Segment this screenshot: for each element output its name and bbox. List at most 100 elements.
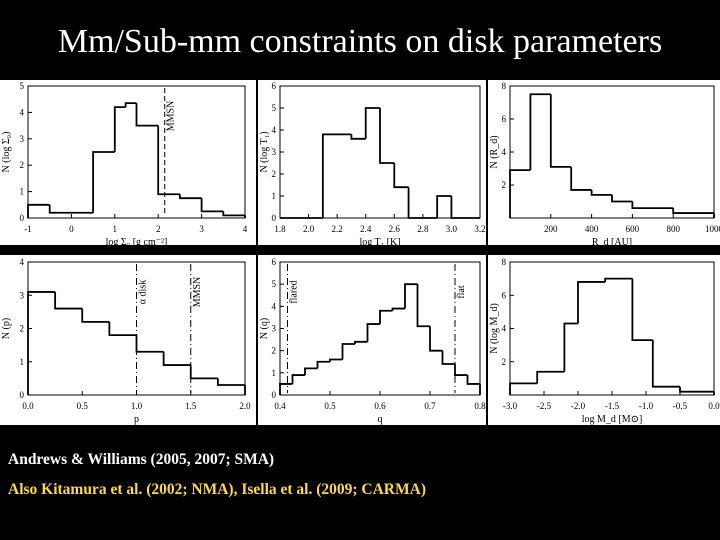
- x-tick-label: 2.6: [389, 224, 401, 234]
- x-tick-label: 0.8: [474, 401, 486, 411]
- y-tick-label: 5: [272, 279, 277, 289]
- x-tick-label: 200: [544, 224, 558, 234]
- y-axis-label: N (log Σ₀): [1, 132, 12, 173]
- histogram-bin: [135, 103, 159, 127]
- y-tick-label: 4: [272, 301, 277, 311]
- histogram-bin: [329, 358, 343, 362]
- histogram-bin: [549, 94, 572, 168]
- y-tick-label: 8: [502, 81, 507, 91]
- x-tick-label: 4: [243, 224, 248, 234]
- histogram-bin: [279, 383, 293, 395]
- histogram-bin: [404, 283, 418, 309]
- y-tick-label: 4: [272, 125, 277, 135]
- y-tick-label: 0: [272, 213, 277, 223]
- y-tick-label: 2: [272, 169, 277, 179]
- histogram-bin: [393, 163, 409, 189]
- panel-background: [0, 255, 256, 425]
- plot-frame: [27, 85, 246, 219]
- panel-background: [488, 80, 720, 245]
- chart-panel-4: 0.0 0.5 1.0 1.5 2.0 0 1 2 3 4 p N (p) α disk MMSN: [0, 255, 256, 425]
- x-tick-label: -1.5: [605, 401, 620, 411]
- histogram-bin: [157, 125, 180, 196]
- histogram-bin: [124, 102, 137, 108]
- y-tick-label: 2: [272, 346, 277, 356]
- y-tick-label: 1: [20, 187, 25, 197]
- x-tick-label: 0.6: [374, 401, 386, 411]
- x-tick-label: 2.0: [303, 224, 315, 234]
- y-tick-label: 4: [20, 257, 25, 267]
- x-tick-label: -1: [24, 224, 32, 234]
- histogram-bin: [162, 351, 191, 366]
- y-tick-label: 2: [502, 357, 507, 367]
- reference-line-label: α disk: [138, 280, 149, 304]
- x-axis-label: q: [378, 414, 383, 425]
- x-tick-label: 400: [585, 224, 599, 234]
- histogram-bin: [92, 151, 115, 213]
- histogram-bin: [509, 382, 538, 395]
- x-tick-label: 600: [626, 224, 640, 234]
- histogram-bin: [429, 326, 443, 352]
- histogram-bin: [354, 340, 368, 345]
- x-tick-label: 3.2: [474, 224, 485, 234]
- panel-background: [488, 255, 720, 425]
- histogram-bin: [436, 195, 452, 218]
- x-tick-label: 1: [113, 224, 118, 234]
- x-tick-label: 1.0: [131, 401, 143, 411]
- histogram-bin: [450, 196, 480, 219]
- x-tick-label: 3: [199, 224, 204, 234]
- x-axis-label: R_d [AU]: [592, 237, 632, 248]
- histogram-bin: [672, 208, 714, 214]
- histogram-bin: [631, 278, 653, 342]
- y-tick-label: 6: [502, 114, 507, 124]
- x-tick-label: -2.5: [537, 401, 552, 411]
- y-tick-label: 4: [502, 147, 507, 157]
- histogram-bin: [577, 281, 606, 324]
- histogram-bin: [604, 277, 633, 282]
- chart-panel-6: -3.0 -2.5 -2.0 -1.5 -1.0 -0.5 0.0 2 4 6 8 log M_d […: [488, 255, 720, 425]
- histogram-bin: [27, 291, 56, 395]
- histogram-bin: [529, 93, 551, 171]
- y-tick-label: 2: [20, 160, 25, 170]
- x-axis-label: log T₁ [K]: [359, 237, 400, 248]
- histogram-bin: [350, 134, 366, 140]
- histogram-bin: [631, 201, 674, 210]
- histogram-bin: [466, 375, 480, 385]
- x-tick-label: -1.0: [639, 401, 654, 411]
- panel-background: [0, 80, 256, 245]
- caption-additional-citations: Also Kitamura et al. (2002; NMA), Isella…: [8, 481, 426, 498]
- x-tick-label: 3.0: [446, 224, 458, 234]
- histogram-bin: [416, 284, 430, 328]
- y-tick-label: 1: [20, 357, 25, 367]
- panel-background: [258, 255, 486, 425]
- x-tick-label: 2: [156, 224, 161, 234]
- x-tick-label: 0.0: [708, 401, 720, 411]
- y-tick-label: 1: [272, 368, 277, 378]
- histogram-bin: [563, 322, 578, 372]
- histogram-bin: [570, 166, 592, 191]
- y-tick-label: 0: [20, 213, 25, 223]
- x-tick-label: 0.0: [22, 401, 34, 411]
- histogram-bin: [200, 198, 224, 213]
- y-tick-label: 3: [272, 324, 277, 334]
- x-tick-label: 0.7: [424, 401, 436, 411]
- y-axis-label: N (log T₁): [259, 131, 270, 172]
- chart-panel-3: 200 400 600 800 1000 2 4 6 8 R_d [AU] N (R_d): [488, 80, 720, 248]
- histogram-bin: [441, 350, 455, 365]
- y-axis-label: N (q): [259, 318, 270, 339]
- histogram-bin: [611, 194, 633, 203]
- y-tick-label: 8: [502, 257, 507, 267]
- chart-panel-2: 1.8 2.0 2.2 2.4 2.6 2.8 3.0 3.2 0 1 2 3 4 5 6 log T₁ [K…: [258, 80, 486, 248]
- histogram-bin: [536, 370, 565, 384]
- x-tick-label: 2.2: [332, 224, 343, 234]
- x-tick-label: 800: [666, 224, 680, 234]
- histogram-bin: [379, 108, 395, 164]
- histogram-bin: [81, 308, 110, 323]
- y-axis-label: N (R_d): [489, 135, 500, 168]
- y-tick-label: 3: [272, 147, 277, 157]
- histogram-bin: [379, 309, 393, 325]
- x-tick-label: -0.5: [673, 401, 688, 411]
- x-tick-label: 2.0: [239, 401, 251, 411]
- histogram-bin: [391, 307, 405, 311]
